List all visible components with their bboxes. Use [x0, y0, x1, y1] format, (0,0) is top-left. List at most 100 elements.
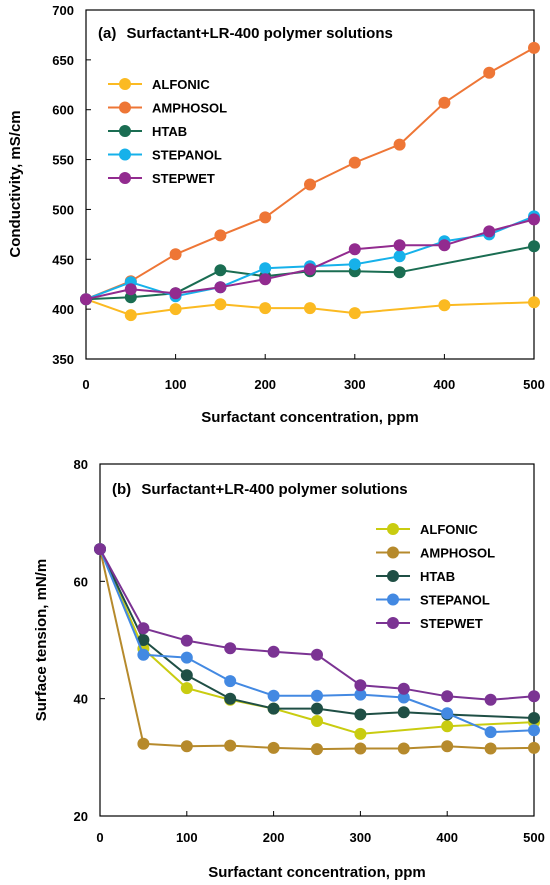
data-point-alfonic: [354, 727, 367, 740]
x-tick-label: 200: [254, 377, 276, 392]
data-point-amphosol: [311, 743, 323, 756]
data-point-stepwet: [137, 622, 150, 635]
legend-marker-alfonic: [387, 523, 399, 535]
y-tick-label: 80: [74, 457, 88, 472]
series-a: [80, 41, 540, 322]
y-tick-label: 20: [74, 809, 88, 824]
data-point-stepwet: [214, 281, 227, 294]
data-point-stepwet: [80, 293, 92, 306]
legend-marker-stepwet: [119, 172, 131, 184]
ticks-b: 0 100 200 300 400 500 20 40 60 80: [74, 457, 545, 845]
chart-panel-a: (a) Surfactant+LR-400 polymer solutions …: [7, 3, 545, 426]
legend-b: ALFONIC AMPHOSOL HTAB STEPANOL STEPWET: [376, 522, 495, 631]
data-point-stepanol: [267, 689, 280, 702]
panel-title-b: (b) Surfactant+LR-400 polymer solutions: [112, 481, 408, 498]
data-point-htab: [528, 712, 540, 724]
legend-label-htab: HTAB: [420, 569, 455, 584]
data-point-stepwet: [94, 543, 106, 556]
data-point-amphosol: [259, 211, 272, 224]
legend-marker-stepwet: [387, 617, 399, 629]
data-point-stepanol: [180, 651, 193, 664]
data-point-stepanol: [348, 258, 361, 271]
legend-a: ALFONIC AMPHOSOL HTAB STEPANOL STEPWET: [108, 77, 227, 186]
data-point-alfonic: [441, 720, 454, 733]
y-tick-label: 40: [74, 692, 88, 707]
x-tick-label: 300: [350, 830, 372, 845]
data-point-stepanol: [311, 689, 323, 702]
data-point-stepanol: [397, 691, 410, 704]
data-point-stepanol: [441, 707, 454, 720]
data-point-stepwet: [354, 679, 367, 692]
data-point-alfonic: [259, 302, 272, 315]
data-point-htab: [180, 669, 193, 682]
data-point-alfonic: [214, 298, 227, 311]
data-point-stepwet: [224, 642, 237, 655]
data-point-htab: [397, 706, 410, 719]
data-point-stepwet: [304, 263, 316, 276]
data-point-htab: [137, 634, 150, 646]
legend-marker-htab: [387, 570, 399, 582]
data-point-amphosol: [224, 739, 237, 752]
data-point-stepwet: [438, 239, 451, 252]
legend-label-htab: HTAB: [152, 124, 187, 139]
data-point-amphosol: [438, 96, 451, 109]
chart-panel-b: (b) Surfactant+LR-400 polymer solutions …: [33, 457, 545, 881]
legend-label-alfonic: ALFONIC: [420, 522, 478, 537]
data-point-amphosol: [304, 178, 316, 191]
legend-marker-stepanol: [119, 148, 131, 161]
x-tick-label: 400: [434, 377, 456, 392]
data-point-stepanol: [528, 724, 540, 737]
x-tick-label: 0: [82, 377, 89, 392]
data-point-amphosol: [484, 742, 497, 755]
data-point-stepwet: [393, 239, 406, 252]
data-point-stepanol: [484, 726, 497, 739]
data-point-stepwet: [348, 243, 361, 256]
data-point-stepwet: [259, 273, 272, 286]
data-point-stepwet: [484, 693, 497, 706]
data-point-amphosol: [137, 737, 150, 750]
panel-title-text-b: Surfactant+LR-400 polymer solutions: [141, 481, 407, 498]
data-point-alfonic: [348, 307, 361, 320]
data-point-alfonic: [169, 303, 182, 316]
data-point-stepanol: [259, 262, 272, 275]
data-point-stepwet: [528, 213, 540, 226]
data-point-amphosol: [528, 41, 540, 54]
data-point-stepwet: [397, 682, 410, 695]
data-point-stepwet: [267, 645, 280, 658]
legend-label-stepwet: STEPWET: [152, 171, 215, 186]
x-tick-label: 500: [523, 377, 545, 392]
series-b: [94, 543, 540, 756]
data-point-amphosol: [441, 740, 454, 753]
y-tick-label: 700: [52, 3, 74, 18]
y-axis-title-a: Conductivity, mS/cm: [7, 110, 24, 257]
data-point-amphosol: [267, 741, 280, 754]
x-tick-label: 0: [96, 830, 103, 845]
data-point-htab: [393, 266, 406, 279]
panel-letter-b: (b): [112, 481, 131, 498]
data-point-stepwet: [311, 648, 323, 661]
data-point-alfonic: [311, 715, 323, 727]
data-point-alfonic: [438, 299, 451, 312]
plot-frame-a: [85, 9, 535, 360]
data-point-amphosol: [393, 138, 406, 151]
data-point-amphosol: [169, 248, 182, 261]
data-point-stepwet: [124, 283, 137, 296]
legend-label-stepwet: STEPWET: [420, 616, 483, 631]
y-tick-label: 650: [52, 53, 74, 68]
legend-marker-stepanol: [387, 593, 399, 606]
y-tick-label: 400: [52, 302, 74, 317]
data-point-alfonic: [304, 302, 316, 315]
x-tick-label: 300: [344, 377, 366, 392]
y-axis-title-b: Surface tension, mN/m: [33, 559, 50, 722]
y-tick-label: 60: [74, 574, 88, 589]
x-axis-title-b: Surfactant concentration, ppm: [208, 864, 426, 881]
legend-marker-amphosol: [387, 546, 399, 559]
y-tick-label: 550: [52, 153, 74, 168]
x-tick-label: 100: [165, 377, 187, 392]
data-point-htab: [354, 708, 367, 721]
legend-marker-alfonic: [119, 78, 131, 90]
y-tick-label: 350: [52, 352, 74, 367]
data-point-htab: [267, 702, 280, 715]
